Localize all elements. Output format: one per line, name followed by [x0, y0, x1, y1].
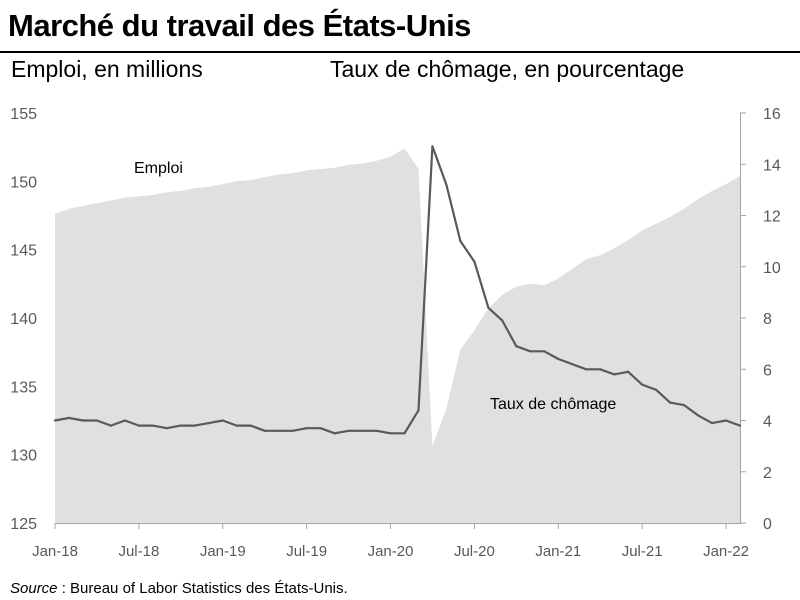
- unemployment-point: [389, 432, 392, 435]
- unemployment-point: [207, 422, 210, 425]
- x-tick-label: Jan-20: [368, 543, 414, 560]
- right-tick-label: 2: [763, 465, 772, 482]
- unemployment-point: [333, 432, 336, 435]
- unemployment-line: [54, 145, 741, 435]
- left-tick-label: 150: [10, 174, 37, 191]
- unemployment-point: [263, 429, 266, 432]
- unemployment-point: [109, 424, 112, 427]
- unemployment-point: [501, 319, 504, 322]
- unemployment-point: [585, 368, 588, 371]
- unemployment-point: [277, 429, 280, 432]
- unemployment-point: [221, 419, 224, 422]
- unemployment-point: [361, 429, 364, 432]
- unemployment-point: [67, 416, 71, 419]
- left-tick-label: 140: [10, 311, 37, 328]
- title-divider: [0, 51, 800, 53]
- right-tick-label: 14: [763, 157, 781, 174]
- unemployment-point: [81, 419, 85, 422]
- source-text: : Bureau of Labor Statistics des États-U…: [57, 580, 348, 597]
- unemployment-point: [543, 350, 546, 353]
- unemployment-point: [515, 345, 518, 348]
- left-axis-caption: Emploi, en millions: [11, 56, 203, 82]
- unemployment-point: [683, 404, 686, 407]
- annotation-taux-de-chomage: Taux de chômage: [490, 396, 616, 413]
- right-tick-label: 6: [763, 362, 772, 379]
- x-tick-label: Jul-20: [454, 543, 495, 560]
- unemployment-point: [641, 383, 644, 386]
- employment-area: [55, 148, 740, 523]
- x-tick-label: Jan-22: [703, 543, 749, 560]
- right-tick-label: 4: [763, 414, 772, 431]
- x-tick-label: Jul-19: [286, 543, 327, 560]
- left-tick-label: 155: [10, 106, 37, 123]
- x-tick-label: Jul-21: [622, 543, 663, 560]
- unemployment-point: [319, 427, 322, 430]
- unemployment-point: [571, 363, 574, 366]
- right-axis-caption: Taux de chômage, en pourcentage: [330, 56, 685, 82]
- unemployment-point: [179, 424, 182, 427]
- right-tick-label: 12: [763, 209, 781, 226]
- x-tick-label: Jul-18: [118, 543, 159, 560]
- left-tick-label: 135: [10, 379, 37, 396]
- unemployment-point: [529, 350, 532, 353]
- unemployment-point: [697, 414, 700, 417]
- unemployment-point: [710, 422, 714, 425]
- unemployment-point: [627, 370, 630, 373]
- unemployment-point: [249, 424, 252, 427]
- unemployment-point: [151, 424, 154, 427]
- annotation-emploi: Emploi: [134, 160, 183, 177]
- right-tick-label: 0: [763, 516, 772, 533]
- unemployment-point: [403, 432, 406, 435]
- unemployment-point: [193, 424, 196, 427]
- unemployment-point: [669, 401, 672, 404]
- left-tick-label: 125: [10, 516, 37, 533]
- unemployment-point: [613, 373, 616, 376]
- unemployment-point: [305, 427, 308, 430]
- unemployment-point: [487, 306, 490, 309]
- unemployment-point: [123, 419, 126, 422]
- x-axis-ticks: Jan-18 Jul-18 Jan-19 Jul-19 Jan-20 Jul-20 Jan-…: [32, 523, 749, 560]
- unemployment-point: [445, 183, 448, 186]
- left-tick-label: 145: [10, 243, 37, 260]
- unemployment-point: [291, 429, 294, 432]
- unemployment-point: [655, 388, 658, 391]
- left-axis-ticks: 125 130 135 140 145 150 155: [10, 106, 37, 533]
- unemployment-point: [599, 368, 602, 371]
- unemployment-point: [375, 429, 378, 432]
- x-tick-label: Jan-18: [32, 543, 78, 560]
- unemployment-point: [137, 424, 140, 427]
- unemployment-point: [53, 419, 57, 422]
- unemployment-point: [417, 409, 420, 412]
- x-tick-label: Jan-19: [200, 543, 246, 560]
- unemployment-points: [53, 145, 742, 435]
- right-tick-label: 8: [763, 311, 772, 328]
- unemployment-point: [95, 419, 98, 422]
- source-label: Source: [10, 580, 58, 597]
- right-axis-ticks: 0 2 4 6 8 10 12 14 16: [740, 106, 781, 533]
- unemployment-point: [347, 429, 350, 432]
- unemployment-point: [431, 145, 434, 148]
- unemployment-point: [235, 424, 238, 427]
- left-tick-label: 130: [10, 448, 37, 465]
- right-tick-label: 16: [763, 106, 781, 123]
- chart-title: Marché du travail des États-Unis: [8, 8, 471, 43]
- unemployment-point: [459, 240, 462, 243]
- unemployment-point: [738, 424, 742, 427]
- x-tick-label: Jan-21: [535, 543, 581, 560]
- right-tick-label: 10: [763, 260, 781, 277]
- unemployment-point: [165, 427, 168, 430]
- source-note: Source : Bureau of Labor Statistics des …: [10, 580, 348, 597]
- unemployment-point: [724, 419, 728, 422]
- unemployment-point: [473, 260, 476, 263]
- unemployment-point: [557, 357, 560, 361]
